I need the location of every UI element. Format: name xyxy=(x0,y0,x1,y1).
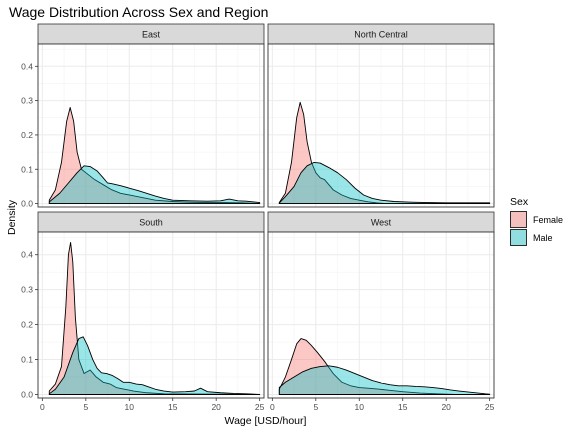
facet-strip-label: South xyxy=(139,218,163,228)
panel-border xyxy=(267,231,495,399)
x-tick-label: 5 xyxy=(313,402,318,412)
chart-title: Wage Distribution Across Sex and Region xyxy=(9,4,268,20)
x-axis-title: Wage [USD/hour] xyxy=(225,415,307,427)
panel-border xyxy=(37,231,265,399)
y-tick-label: 0.2 xyxy=(21,320,33,330)
panel-border xyxy=(267,43,495,208)
x-tick-label: 5 xyxy=(83,402,88,412)
y-tick-label: 0.4 xyxy=(21,250,33,260)
y-tick-label: 0.2 xyxy=(21,130,33,140)
legend-key-female xyxy=(510,211,527,228)
x-tick-label: 20 xyxy=(441,402,451,412)
legend-title: Sex xyxy=(510,196,529,208)
legend-label-male: Male xyxy=(533,233,553,243)
facet-strip-label: East xyxy=(142,30,161,40)
x-tick-label: 0 xyxy=(270,402,275,412)
y-tick-label: 0.3 xyxy=(21,96,33,106)
y-tick-label: 0.0 xyxy=(21,199,33,209)
x-tick-label: 25 xyxy=(485,402,495,412)
x-tick-label: 0 xyxy=(40,402,45,412)
y-tick-label: 0.3 xyxy=(21,285,33,295)
y-tick-label: 0.0 xyxy=(21,390,33,400)
legend-key-background xyxy=(510,229,527,246)
facet-strip-label: West xyxy=(371,218,392,228)
density-area-female xyxy=(48,107,261,205)
density-area-male xyxy=(48,165,261,205)
legend-key-male xyxy=(510,229,527,246)
facet-panel-west: West 0 5 10 15 20 25 xyxy=(267,211,495,412)
density-area-male xyxy=(48,336,261,395)
x-tick-label: 15 xyxy=(168,402,178,412)
facet-strip-label: North Central xyxy=(354,30,408,40)
density-area-female xyxy=(278,101,491,205)
x-tick-label: 20 xyxy=(211,402,221,412)
facet-panel-north-central: North Central xyxy=(267,23,495,208)
y-axis-title: Density xyxy=(6,199,18,235)
density-area-male xyxy=(278,365,491,395)
y-tick-label: 0.1 xyxy=(21,164,33,174)
y-tick-label: 0.1 xyxy=(21,355,33,365)
density-area-female xyxy=(48,242,261,395)
legend-label-female: Female xyxy=(533,215,563,225)
y-tick-label: 0.4 xyxy=(21,61,33,71)
x-tick-label: 15 xyxy=(398,402,408,412)
legend-key-background xyxy=(510,211,527,228)
x-tick-label: 10 xyxy=(125,402,135,412)
panel-border xyxy=(37,43,265,208)
legend: Sex Female Male xyxy=(510,196,563,246)
density-area-male xyxy=(278,161,491,205)
facet-panel-east: East 0.0 0.1 0.2 0.3 0.4 xyxy=(21,23,265,209)
density-area-female xyxy=(278,338,491,395)
facet-panel-south: South 0.0 0.1 0.2 0.3 0.4 0 5 10 15 20 25 xyxy=(21,211,265,412)
facet-panels: East 0.0 0.1 0.2 0.3 0.4 North Central South 0.0… xyxy=(21,23,495,412)
x-tick-label: 25 xyxy=(255,402,265,412)
x-tick-label: 10 xyxy=(355,402,365,412)
